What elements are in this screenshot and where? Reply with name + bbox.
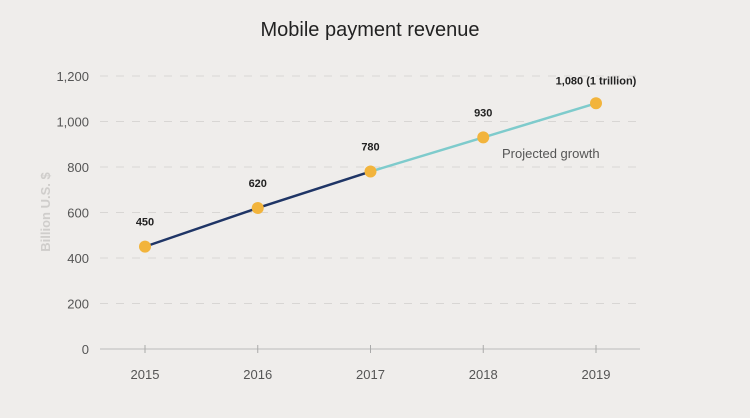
data-label: 620 (249, 178, 267, 190)
x-tick-label: 2018 (469, 367, 498, 382)
data-point (251, 201, 264, 214)
y-tick-label: 600 (67, 206, 89, 221)
chart-title: Mobile payment revenue (260, 19, 479, 41)
actual-line-segment (257, 170, 371, 210)
y-tick-label: 1,000 (56, 115, 89, 130)
x-tick-label: 2017 (356, 367, 385, 382)
y-tick-label: 400 (67, 251, 89, 266)
data-label: 1,080 (1 trillion) (556, 75, 637, 87)
x-tick-label: 2019 (582, 367, 611, 382)
projected-line-segment (370, 136, 484, 173)
data-point (477, 131, 490, 144)
x-tick-label: 2016 (243, 367, 272, 382)
data-label: 780 (361, 142, 379, 154)
data-label: 450 (136, 217, 154, 229)
data-point (590, 97, 602, 110)
data-point (139, 240, 151, 253)
y-axis-label: Billion U.S. $ (38, 172, 53, 252)
projected-line-segment (482, 102, 597, 139)
annotation-projected-growth: Projected growth (502, 146, 600, 161)
data-label: 930 (474, 107, 492, 119)
y-tick-label: 0 (82, 342, 89, 357)
y-tick-label: 200 (67, 297, 89, 312)
actual-line-segment (144, 206, 259, 248)
data-point (364, 165, 377, 178)
y-tick-label: 800 (67, 160, 89, 175)
x-tick-label: 2015 (131, 367, 160, 382)
y-tick-label: 1,200 (56, 69, 89, 84)
